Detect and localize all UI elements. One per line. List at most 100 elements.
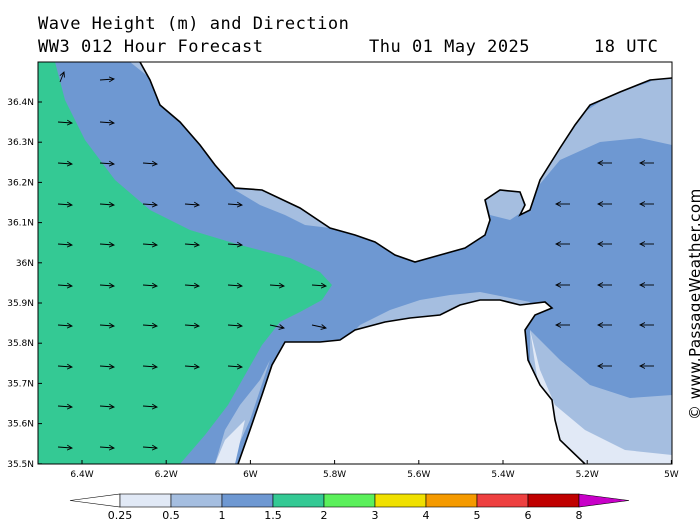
sea-05m-band-east bbox=[530, 62, 672, 215]
legend-label: 0.5 bbox=[162, 509, 180, 522]
legend-high-end bbox=[578, 493, 630, 508]
longitude-label: 6.2W bbox=[155, 470, 178, 480]
land-morocco bbox=[238, 300, 585, 464]
legend-low-end bbox=[69, 493, 121, 508]
wave-arrow bbox=[227, 325, 242, 326]
wave-arrow bbox=[227, 244, 242, 245]
legend-swatch bbox=[272, 493, 325, 508]
wave-arrow bbox=[142, 244, 157, 245]
legend-swatch bbox=[425, 493, 478, 508]
longitude-axis: 6.4W 6.2W 6W 5.8W 5.6W 5.4W 5.2W 5W bbox=[70, 460, 679, 480]
wave-arrow bbox=[57, 244, 72, 245]
coastline-north bbox=[139, 62, 672, 263]
legend-swatch bbox=[170, 493, 223, 508]
wave-arrow bbox=[227, 366, 242, 367]
wave-arrow bbox=[99, 122, 114, 123]
legend-swatch bbox=[527, 493, 580, 508]
wave-arrow bbox=[99, 285, 114, 286]
latitude-label: 36N bbox=[16, 259, 34, 269]
wave-arrow bbox=[57, 204, 72, 205]
wave-arrow bbox=[142, 204, 157, 205]
sea-15m-band bbox=[38, 62, 332, 464]
longitude-label: 5.6W bbox=[407, 470, 430, 480]
legend-label: 2 bbox=[321, 509, 328, 522]
latitude-axis: 36.4N 36.3N 36.2N 36.1N 36N 35.9N 35.8N 35.7N 35… bbox=[7, 98, 42, 470]
wave-arrow bbox=[57, 325, 72, 326]
legend-swatch bbox=[374, 493, 427, 508]
legend-label: 8 bbox=[576, 509, 583, 522]
wave-arrow bbox=[57, 285, 72, 286]
latitude-label: 36.2N bbox=[7, 178, 34, 188]
latitude-label: 36.3N bbox=[7, 138, 34, 148]
chart-title: Wave Height (m) and Direction bbox=[38, 14, 350, 34]
wave-direction-arrows bbox=[57, 72, 654, 448]
wave-arrow bbox=[142, 366, 157, 367]
legend-swatch bbox=[119, 493, 172, 508]
wave-arrow bbox=[142, 406, 157, 407]
wave-arrow bbox=[60, 72, 64, 83]
wave-arrow bbox=[57, 122, 72, 123]
legend-swatch bbox=[323, 493, 376, 508]
wave-arrow bbox=[269, 325, 284, 328]
wave-arrow bbox=[184, 366, 199, 367]
wave-arrow bbox=[57, 163, 72, 164]
legend-swatch bbox=[476, 493, 529, 508]
wave-arrow bbox=[311, 325, 326, 328]
wave-arrow bbox=[269, 285, 284, 286]
longitude-label: 5W bbox=[664, 470, 679, 480]
wave-arrow bbox=[227, 204, 242, 205]
wave-arrow bbox=[99, 406, 114, 407]
forecast-time: 18 UTC bbox=[594, 37, 659, 57]
legend-label: 6 bbox=[525, 509, 532, 522]
wave-arrow bbox=[184, 285, 199, 286]
legend-label: 5 bbox=[474, 509, 481, 522]
wave-arrow bbox=[142, 163, 157, 164]
watermark: © www.PassageWeather.com bbox=[686, 188, 700, 420]
longitude-label: 6W bbox=[243, 470, 258, 480]
wave-arrow bbox=[184, 325, 199, 326]
wave-arrow bbox=[99, 204, 114, 205]
wave-arrow bbox=[142, 285, 157, 286]
latitude-label: 35.8N bbox=[7, 339, 34, 349]
land-spain bbox=[140, 62, 672, 262]
wave-arrow bbox=[184, 244, 199, 245]
wave-arrow bbox=[99, 447, 114, 448]
forecast-date: Thu 01 May 2025 bbox=[369, 37, 531, 57]
longitude-label: 5.4W bbox=[491, 470, 514, 480]
latitude-label: 35.9N bbox=[7, 299, 34, 309]
wave-arrow bbox=[142, 447, 157, 448]
latitude-label: 35.7N bbox=[7, 379, 34, 389]
longitude-label: 5.2W bbox=[576, 470, 599, 480]
legend-swatch bbox=[221, 493, 274, 508]
wave-arrow bbox=[57, 406, 72, 407]
sea-05m-band-south bbox=[345, 292, 672, 464]
longitude-label: 6.4W bbox=[70, 470, 93, 480]
latitude-label: 36.1N bbox=[7, 219, 34, 229]
forecast-subtitle: WW3 012 Hour Forecast bbox=[38, 37, 264, 57]
sea-05m-band-strait bbox=[485, 188, 525, 220]
wave-arrow bbox=[99, 325, 114, 326]
wave-arrow bbox=[227, 285, 242, 286]
legend-label: 3 bbox=[372, 509, 379, 522]
longitude-label: 5.8W bbox=[323, 470, 346, 480]
wave-arrow bbox=[142, 325, 157, 326]
wave-arrow bbox=[99, 163, 114, 164]
latitude-label: 35.6N bbox=[7, 420, 34, 430]
legend-label: 0.25 bbox=[108, 509, 133, 522]
latitude-label: 36.4N bbox=[7, 98, 34, 108]
latitude-label: 35.5N bbox=[7, 460, 34, 470]
wave-arrow bbox=[57, 366, 72, 367]
wave-arrow bbox=[99, 366, 114, 367]
wave-arrow bbox=[311, 285, 326, 286]
wave-height-legend: 0.25 0.5 1 1.5 2 3 4 5 6 8 bbox=[69, 493, 630, 522]
wave-arrow bbox=[57, 447, 72, 448]
map-area bbox=[38, 62, 672, 464]
legend-label: 1 bbox=[219, 509, 226, 522]
legend-label: 4 bbox=[423, 509, 430, 522]
legend-label: 1.5 bbox=[264, 509, 282, 522]
wave-arrow bbox=[99, 79, 114, 80]
wave-arrow bbox=[99, 244, 114, 245]
coastline-south bbox=[237, 299, 586, 464]
wave-arrow bbox=[184, 204, 199, 205]
